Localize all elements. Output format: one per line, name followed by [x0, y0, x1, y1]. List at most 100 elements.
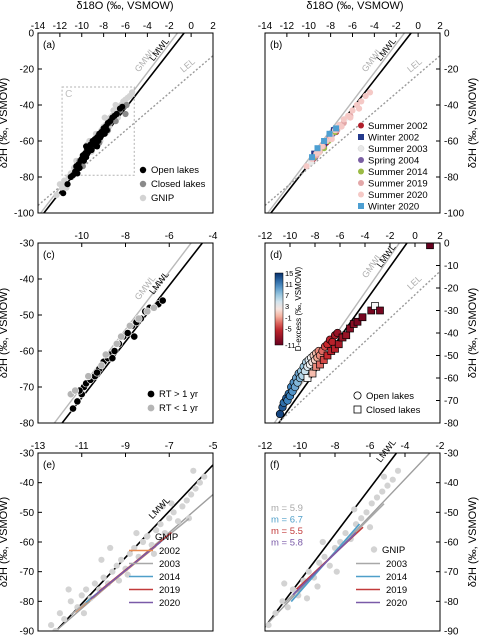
legend-label: GNIP — [151, 193, 174, 204]
legend-marker — [147, 404, 155, 412]
slope-label: m = 5.5 — [271, 526, 303, 537]
y-tick-label: -80 — [444, 597, 459, 608]
legend-label: Summer 2019 — [368, 179, 428, 190]
x-tick-label: -8 — [99, 21, 108, 32]
legend-label: Summer 2002 — [368, 121, 428, 132]
colorbar-tick-label: 11 — [285, 280, 293, 289]
panel-label: (b) — [270, 40, 282, 51]
legend-label: Summer 2003 — [368, 144, 428, 155]
x-tick-label: -10 — [75, 21, 90, 32]
x-tick-label: -2 — [392, 21, 401, 32]
legend-marker — [358, 168, 364, 175]
point-gnip — [265, 621, 272, 629]
panel-d: -12 -10 -8 -6 -4 -2 0 2-80-70-60-50-40-30-20-10… — [258, 231, 479, 430]
legend: Open lakes Closed lakes GNIP — [139, 165, 206, 204]
legend-marker — [139, 194, 147, 202]
point-gnip — [342, 530, 349, 537]
point-summer-2020 — [358, 98, 365, 105]
point-gnip — [91, 580, 98, 587]
point-winter-2020 — [321, 138, 328, 144]
point-gnip — [305, 568, 312, 575]
legend-marker — [147, 390, 155, 398]
y-tick-label: -60 — [20, 137, 35, 148]
point-gnip — [380, 473, 388, 480]
point-gnip — [115, 577, 123, 584]
fit-line-2020 — [292, 532, 357, 596]
y-tick-label: 0 — [444, 239, 450, 250]
legend-marker — [358, 180, 364, 186]
x-tick-label: -12 — [258, 441, 273, 452]
point-gnip — [384, 482, 391, 489]
y-tick-label: -40 — [20, 101, 35, 112]
top-x-axis-label-left: δ18O (‰, VSMOW) — [76, 0, 173, 12]
point-closed-lakes — [308, 369, 317, 378]
point-rt-1-yr — [112, 339, 121, 348]
point-gnip — [56, 181, 63, 188]
panel-a: C-14 -12 -10 -8 -6 -4 -2 0 2-100-80-60-40-200δ2H… — [0, 21, 216, 220]
lmwl-line — [277, 243, 408, 423]
y-tick-label: -20 — [20, 65, 35, 76]
point-open-lakes — [93, 143, 101, 150]
y-tick-label: -70 — [444, 567, 459, 578]
point-gnip — [188, 491, 195, 498]
y-tick-label: 0 — [28, 29, 34, 40]
x-tick-label: -10 — [75, 231, 90, 242]
panel-label: (f) — [270, 460, 279, 471]
point-gnip — [101, 114, 108, 121]
point-open-lakes — [64, 181, 71, 188]
colorbar-tick-label: -11 — [285, 341, 295, 350]
point-winter-2020 — [309, 154, 316, 161]
point-rt-1-yr — [71, 386, 80, 395]
y-tick-label: -80 — [444, 173, 459, 184]
legend-marker — [358, 203, 364, 209]
point-gnip — [80, 610, 88, 617]
point-gnip — [100, 574, 107, 581]
point-closed-lakes — [376, 306, 384, 315]
x-tick-label: -12 — [280, 21, 295, 32]
y-axis-label: δ2H (‰, VSMOW) — [0, 288, 10, 378]
point-gnip — [358, 515, 365, 522]
point-rt-1-yr — [130, 332, 139, 341]
panel-f: -12 -10 -8 -6 -4 -2 -90 -80 -70 -60 -50 -40 -30 δ2H (… — [258, 437, 479, 636]
point-rt-1-yr — [110, 347, 119, 355]
x-tick-label: -4 — [143, 21, 152, 32]
point-gnip — [118, 556, 125, 563]
legend-marker — [353, 391, 362, 400]
y-tick-label: -40 — [20, 478, 35, 489]
point-rt-1-yr — [158, 296, 167, 305]
point-open-lakes — [113, 110, 120, 118]
legend-label: 2003 — [159, 559, 180, 570]
x-tick-label: -13 — [31, 441, 46, 452]
slope-label: m = 5.9 — [271, 503, 303, 514]
legend-label: Winter 2020 — [368, 202, 419, 213]
point-gnip — [67, 598, 74, 605]
legend-label: Winter 2002 — [368, 133, 419, 144]
point-summer-2020 — [340, 116, 347, 123]
point-gnip — [126, 550, 133, 557]
x-tick-label: 0 — [412, 231, 418, 242]
legend-marker — [358, 157, 364, 163]
point-rt-1-yr — [97, 361, 106, 370]
y-tick-label: -90 — [20, 627, 35, 636]
x-tick-label: -4 — [401, 441, 410, 452]
point-gnip — [389, 476, 396, 483]
panel-label: (d) — [270, 250, 282, 261]
point-closed-lakes — [342, 331, 351, 340]
y-axis-label: δ2H (‰, VSMOW) — [467, 78, 479, 168]
legend: GNIP 2002 2003 2014 2019 2020 — [129, 532, 180, 609]
point-gnip — [133, 530, 140, 537]
point-gnip — [333, 568, 340, 575]
y-tick-label: -40 — [444, 101, 459, 112]
point-closed-lakes — [426, 243, 434, 250]
point-winter-2020 — [333, 125, 340, 132]
x-tick-label: -6 — [165, 231, 174, 242]
legend-label: 2003 — [386, 559, 407, 570]
panels: C-14 -12 -10 -8 -6 -4 -2 0 2-100-80-60-40-200δ2H… — [0, 21, 479, 636]
point-gnip — [321, 553, 328, 560]
point-gnip — [295, 592, 302, 599]
point-rt-1-yr — [117, 332, 126, 341]
point-gnip — [373, 494, 381, 501]
x-tick-label: -8 — [326, 21, 335, 32]
